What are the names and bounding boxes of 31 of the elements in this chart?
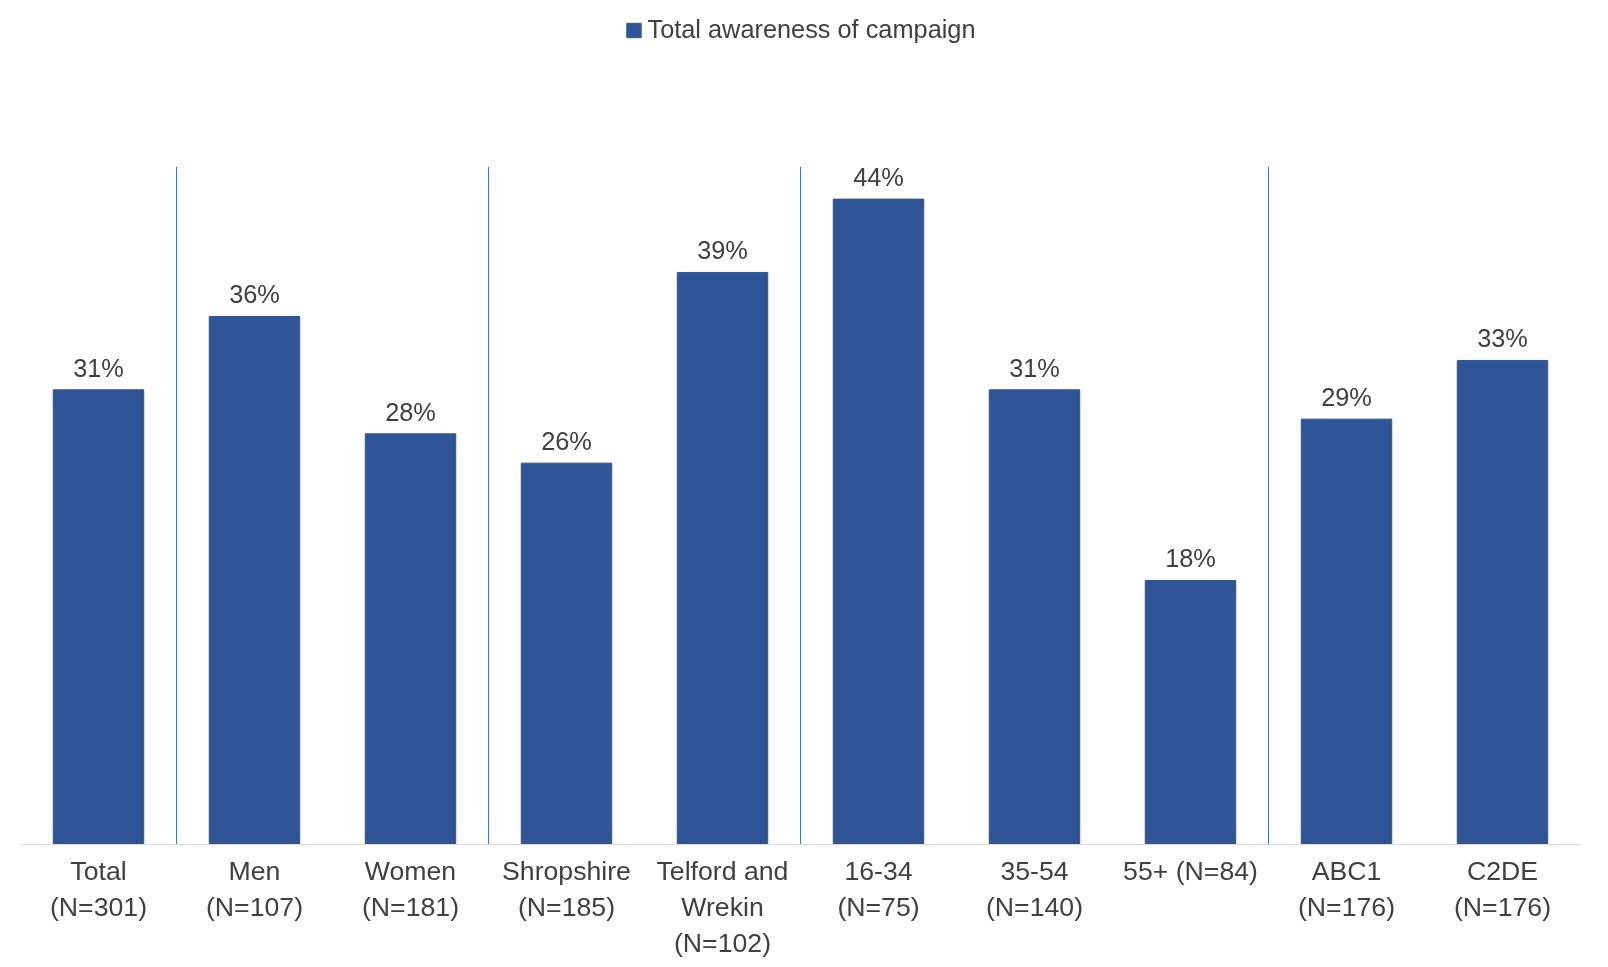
- legend-label: Total awareness of campaign: [647, 15, 976, 44]
- x-tick-label: 16-34 (N=75): [837, 855, 920, 922]
- data-label: 29%: [1321, 383, 1372, 412]
- bar: [1456, 359, 1549, 845]
- bar: [832, 198, 925, 845]
- bar: [1300, 418, 1393, 845]
- bar: [364, 433, 457, 845]
- x-tick-label: ABC1 (N=176): [1297, 855, 1396, 922]
- data-label: 31%: [1009, 353, 1060, 382]
- x-tick-label: Women (N=181): [361, 855, 460, 922]
- x-tick-label: C2DE (N=176): [1453, 855, 1552, 922]
- bar: [52, 389, 145, 845]
- x-tick-label: 55+ (N=84): [1123, 855, 1258, 886]
- bar: [988, 389, 1081, 845]
- x-tick-label: Total (N=301): [49, 855, 148, 922]
- bar: [1144, 579, 1237, 845]
- data-label: 18%: [1165, 544, 1216, 573]
- bar: [676, 271, 769, 845]
- x-tick-label: Shropshire (N=185): [502, 855, 631, 922]
- x-tick-label: Telford and Wrekin (N=102): [656, 855, 789, 958]
- data-label: 28%: [385, 397, 436, 426]
- data-label: 26%: [541, 427, 592, 456]
- data-label: 33%: [1477, 324, 1528, 353]
- data-label: 36%: [229, 280, 280, 309]
- x-tick-label: 35-54 (N=140): [985, 855, 1084, 922]
- bar: [208, 315, 301, 845]
- bar: [520, 462, 613, 845]
- data-label: 31%: [73, 353, 124, 382]
- data-label: 44%: [853, 163, 904, 192]
- data-label: 39%: [697, 236, 748, 265]
- x-tick-label: Men (N=107): [205, 855, 304, 922]
